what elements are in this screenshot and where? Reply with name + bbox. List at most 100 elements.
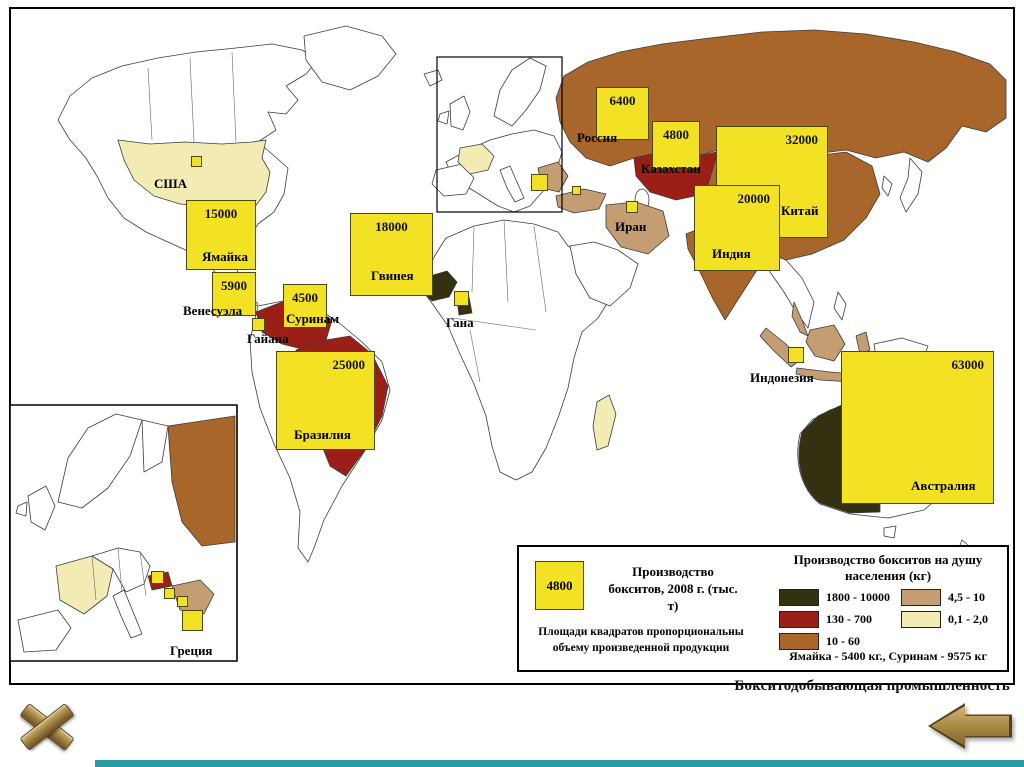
legend-production-title: Производство бокситов, 2008 г. (тыс. т) [608, 564, 738, 613]
legend-class-row: 4,5 - 10 [901, 589, 988, 606]
production-square [191, 156, 202, 167]
inset-iberia [17, 609, 72, 653]
country-iran [605, 201, 670, 255]
country-label: Австралия [911, 478, 976, 493]
legend-classes-right: 4,5 - 10 0,1 - 2,0 [901, 589, 988, 633]
legend-class-swatch [779, 589, 819, 606]
legend-class-label: 4,5 - 10 [948, 590, 985, 604]
country-label: Бразилия [294, 427, 351, 442]
legend-class-row: 1800 - 10000 [779, 589, 890, 606]
country-label: Гана [446, 315, 474, 330]
legend-class-label: 10 - 60 [826, 634, 860, 648]
country-label: Суринам [286, 311, 340, 326]
japan [899, 157, 923, 213]
country-usa [117, 139, 271, 213]
europe-zoom-rectangle [436, 56, 563, 213]
production-square [252, 318, 265, 331]
production-square: 18000 [350, 213, 433, 296]
legend: 4800 Производство бокситов, 2008 г. (тыс… [517, 545, 1009, 672]
close-button[interactable] [16, 702, 76, 752]
production-value: 20000 [737, 191, 771, 206]
africa [421, 219, 609, 481]
greenland [303, 25, 397, 91]
italy [499, 165, 525, 203]
country-label: Греция [170, 643, 213, 658]
uk [449, 95, 471, 131]
sulawesi [855, 331, 871, 355]
country-label: Гвинея [371, 268, 414, 283]
slide-caption: Бокситодобывающая промышленность [734, 678, 1010, 694]
legend-class-swatch [901, 589, 941, 606]
legend-class-label: 0,1 - 2,0 [948, 612, 988, 626]
production-value: 25000 [332, 357, 366, 372]
legend-note: Площади квадратов пропорциональны объему… [538, 626, 744, 654]
madagascar [592, 394, 617, 451]
philippines [833, 291, 847, 321]
production-square [151, 571, 164, 584]
inset-finland [141, 419, 169, 473]
inset-borders [91, 547, 147, 601]
inset-russia [167, 415, 236, 547]
region-france [457, 143, 495, 175]
production-value: 18000 [375, 219, 408, 234]
inset-ireland [15, 501, 28, 517]
production-square [164, 588, 175, 599]
production-square [182, 610, 203, 631]
borneo [805, 324, 846, 362]
country-label: Иран [615, 219, 647, 234]
production-square: 25000 [276, 351, 375, 450]
legend-per-capita-title: Производство бокситов на душу населения … [793, 552, 983, 584]
country-label: США [154, 176, 188, 191]
ireland [437, 110, 450, 125]
country-label: Венесуэла [183, 303, 243, 318]
country-label: Россия [577, 130, 618, 145]
production-square: 5900 [212, 272, 256, 316]
production-value: 5900 [221, 278, 247, 293]
malay-peninsula [791, 301, 809, 337]
inset-uk [27, 485, 56, 531]
production-square [572, 186, 581, 195]
production-square: 20000 [694, 185, 780, 271]
production-value: 63000 [951, 357, 985, 372]
production-value: 32000 [785, 132, 819, 147]
production-square: 15000 [186, 200, 256, 270]
production-square: 4800 [652, 121, 700, 169]
arabia [569, 241, 639, 307]
production-value: 4500 [292, 290, 318, 305]
legend-class-swatch [779, 611, 819, 628]
legend-class-swatch [901, 611, 941, 628]
production-square [788, 347, 804, 363]
production-square [626, 201, 638, 213]
country-label: Казахстан [641, 161, 701, 176]
back-arrow-icon [928, 703, 1012, 749]
inset-italy [112, 589, 143, 639]
country-label: Китай [781, 203, 819, 218]
legend-classes-left: 1800 - 10000 130 - 700 10 - 60 [779, 589, 890, 655]
tasmania [883, 525, 897, 539]
legend-footnote: Ямайка - 5400 кг., Суринам - 9575 кг [789, 649, 987, 663]
inset-central-europe [91, 547, 151, 593]
country-label: Индонезия [750, 370, 814, 385]
scandinavia [493, 57, 547, 127]
korea [881, 175, 893, 197]
legend-class-swatch [779, 633, 819, 650]
production-square: 4500 [283, 284, 327, 328]
production-square [454, 291, 469, 306]
legend-class-row: 130 - 700 [779, 611, 890, 628]
country-label: Ямайка [202, 249, 248, 264]
country-label: Индия [712, 246, 751, 261]
production-square: 63000 [841, 351, 994, 504]
production-square: 6400 [596, 87, 649, 140]
region-turkey [555, 188, 607, 214]
bottom-accent-bar [95, 760, 1024, 767]
legend-sample-square: 4800 [535, 561, 584, 610]
back-button[interactable] [928, 700, 1012, 752]
legend-class-row: 10 - 60 [779, 633, 890, 650]
production-value: 15000 [204, 206, 238, 221]
country-label: Гайана [247, 331, 289, 346]
production-value: 4800 [663, 127, 689, 142]
internal-borders [147, 51, 547, 383]
production-square [531, 174, 548, 191]
